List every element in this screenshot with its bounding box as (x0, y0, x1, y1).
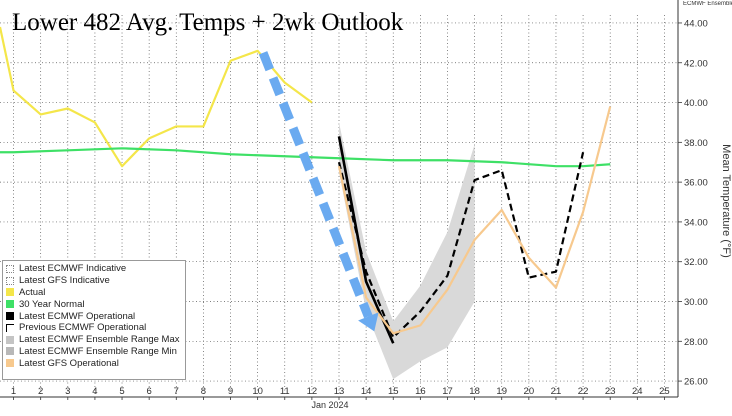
annotation-arrow-shaft (258, 51, 373, 319)
x-tick-label: 21 (551, 386, 562, 397)
legend-label: 30 Year Normal (19, 298, 85, 310)
legend-item: Latest GFS Indicative (6, 275, 182, 287)
x-tick-label: 20 (524, 386, 535, 397)
legend-item: Previous ECMWF Operational (6, 322, 182, 334)
y-tick-label: 34.00 (684, 217, 708, 228)
legend-label: Latest ECMWF Operational (19, 310, 136, 322)
x-tick-label: 8 (201, 386, 206, 397)
y-tick-label: 30.00 (684, 297, 708, 308)
x-tick-label: 10 (252, 386, 263, 397)
series-line-actual (0, 26, 313, 168)
legend-item: Latest GFS Operational (6, 357, 182, 369)
x-tick-label: 9 (228, 386, 233, 397)
y-tick-label: 32.00 (684, 257, 708, 268)
legend-item: 30 Year Normal (6, 298, 182, 310)
legend-item: Actual (6, 287, 182, 299)
x-tick-label: 7 (174, 386, 179, 397)
legend-label: Actual (19, 286, 46, 298)
legend-label: Latest GFS Operational (19, 357, 119, 369)
legend-swatch (6, 323, 14, 332)
legend-swatch (6, 264, 14, 273)
y-tick-label: 42.00 (684, 58, 708, 69)
y-tick-label: 26.00 (684, 377, 708, 388)
series-line-previous-ecmwf-operational (337, 152, 585, 339)
chart-legend: Latest ECMWF Indicative Latest GFS Indica… (2, 260, 186, 380)
x-tick-label: 24 (632, 386, 643, 397)
legend-label: Latest GFS Indicative (19, 275, 110, 287)
x-tick-label: 2 (38, 386, 43, 397)
legend-swatch (6, 300, 14, 309)
x-tick-label: 16 (415, 386, 426, 397)
annotation-arrow-head (358, 312, 379, 332)
y-tick-label: 28.00 (684, 337, 708, 348)
legend-swatch (6, 335, 14, 344)
legend-item: Latest ECMWF Ensemble Range Min (6, 346, 182, 358)
series-line-latest-gfs-operational (337, 106, 612, 335)
x-tick-label: 17 (442, 386, 453, 397)
legend-item: Latest ECMWF Operational (6, 310, 182, 322)
legend-swatch (6, 359, 14, 368)
x-tick-label: 19 (496, 386, 507, 397)
legend-swatch (6, 276, 14, 285)
legend-label: Latest ECMWF Ensemble Range Max (19, 334, 180, 346)
legend-label: Latest ECMWF Ensemble Range Min (19, 345, 177, 357)
axis-layer: 26.00 28.00 30.00 32.00 34.00 36.00 38.00 40.00… (0, 0, 708, 400)
series-layer (0, 26, 612, 344)
legend-item: Latest ECMWF Indicative (6, 263, 182, 275)
x-tick-label: 3 (65, 386, 70, 397)
x-tick-label: 22 (578, 386, 589, 397)
y-tick-label: 36.00 (684, 178, 708, 189)
x-tick-label: 23 (605, 386, 616, 397)
x-tick-label: 12 (307, 386, 318, 397)
legend-label: Latest ECMWF Indicative (19, 263, 127, 275)
legend-swatch (6, 347, 14, 356)
top-right-cut-label: ECMWF Ensemble Range (683, 1, 732, 7)
y-tick-label: 38.00 (684, 138, 708, 149)
x-tick-label: 15 (388, 386, 399, 397)
x-tick-label: 5 (119, 386, 124, 397)
x-tick-label: 6 (147, 386, 152, 397)
x-axis-month-label: Jan 2024 (311, 400, 349, 410)
x-tick-label: 4 (92, 386, 97, 397)
legend-item: Latest ECMWF Ensemble Range Max (6, 334, 182, 346)
legend-swatch (6, 312, 14, 321)
x-tick-label: 13 (334, 386, 345, 397)
x-tick-label: 11 (280, 386, 290, 397)
legend-swatch (6, 288, 14, 297)
series-line-30-year-normal (0, 147, 611, 168)
x-tick-label: 18 (469, 386, 480, 397)
chart-title: Lower 482 Avg. Temps + 2wk Outlook (12, 9, 404, 36)
annotation-layer (258, 51, 379, 332)
y-tick-label: 44.00 (684, 18, 708, 29)
legend-label: Previous ECMWF Operational (19, 322, 147, 334)
y-axis-label: Mean Temperature (°F) (720, 144, 732, 258)
x-tick-label: 14 (361, 386, 372, 397)
x-tick-label: 1 (11, 386, 16, 397)
x-tick-label: 25 (659, 386, 670, 397)
y-tick-label: 40.00 (684, 98, 708, 109)
